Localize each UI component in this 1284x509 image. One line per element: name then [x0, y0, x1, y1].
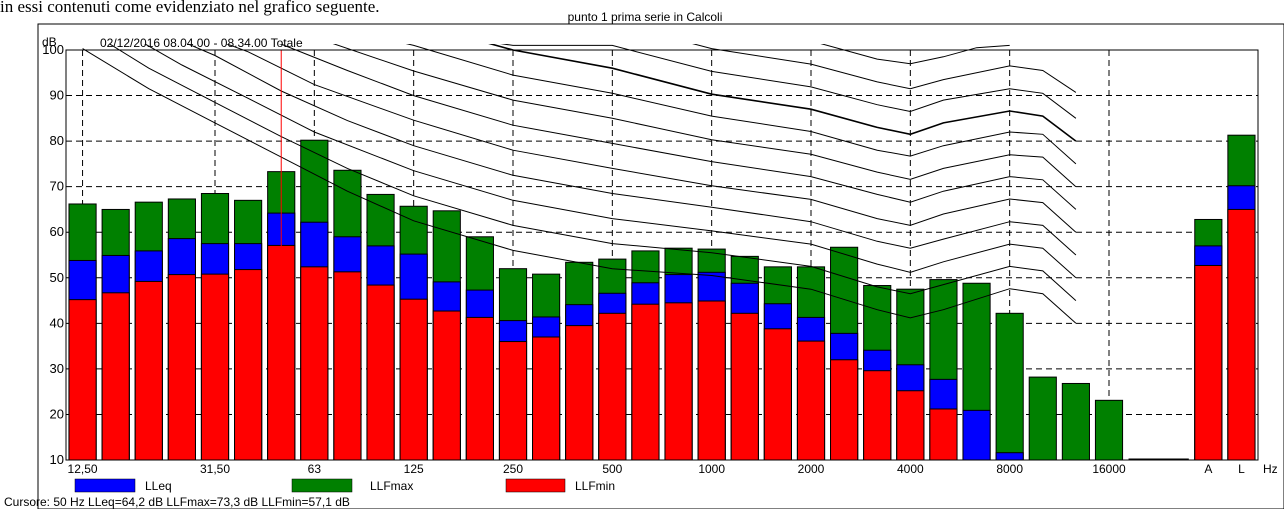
chart-subtitle: 02/12/2016 08.04.00 - 08.34.00 Totale [100, 36, 303, 50]
iso-curve-6 [332, 44, 1077, 188]
bar-llfmin-19 [697, 300, 726, 461]
bar-llfmin-1 [101, 292, 130, 461]
bar-llfmin-12 [465, 316, 494, 461]
bar-llfmin-35 [1227, 208, 1256, 461]
bar-llfmax-29 [1028, 376, 1057, 461]
bar-lleq-28 [995, 452, 1024, 461]
y-tick-label: 40 [50, 315, 64, 330]
x-tick-label: 12,50 [68, 462, 98, 476]
bar-llfmin-22 [796, 340, 826, 461]
iso-curve-1 [108, 44, 1077, 301]
bar-llfmin-16 [598, 312, 627, 461]
bar-llfmin-2 [134, 280, 163, 461]
bar-llfmin-13 [498, 341, 528, 461]
bar-llfmin-5 [234, 269, 263, 461]
legend-label-llfmax: LLFmax [370, 479, 413, 493]
bar-llfmin-9 [366, 284, 395, 461]
bar-llfmin-34 [1194, 264, 1223, 461]
bar-llfmin-3 [167, 274, 196, 461]
bar-llfmin-0 [68, 299, 97, 461]
y-tick-label: 30 [50, 361, 64, 376]
bar-llfmin-26 [929, 408, 958, 461]
x-tick-label: 8000 [996, 462, 1023, 476]
bar-llfmin-24 [863, 370, 892, 461]
x-tick-label: 31,50 [200, 462, 230, 476]
x-tick-label: 1000 [698, 462, 725, 476]
x-tick-label: 500 [602, 462, 622, 476]
x-tick-label: A [1204, 462, 1212, 476]
x-tick-labels: 12,50 31,50 63 125 250 500 1000 2000 4000 8000 160… [68, 462, 1246, 476]
legend-label-lleq: LLeq [145, 479, 172, 493]
x-tick-label: 250 [503, 462, 523, 476]
legend-swatch-lleq [74, 478, 136, 493]
bar-llfmin-20 [730, 312, 759, 461]
iso-curve-8 [488, 44, 1077, 142]
bar-llfmax-28 [995, 312, 1024, 461]
bar-llfmax-31 [1094, 399, 1124, 461]
iso-curve-4 [225, 44, 1077, 233]
iso-curve-0 [82, 48, 1077, 324]
bar-llfmin-18 [664, 302, 693, 461]
bar-llfmax-30 [1061, 382, 1090, 461]
x-tick-label: L [1238, 462, 1245, 476]
cursor-readout: Cursore: 50 Hz LLeq=64,2 dB LLFmax=73,3 … [4, 495, 350, 509]
x-tick-label: 4000 [897, 462, 924, 476]
iso-curves [82, 44, 1077, 324]
bar-llfmin-23 [830, 359, 859, 461]
bar-llfmin-14 [532, 336, 561, 461]
y-axis-label: dB [42, 35, 57, 49]
x-tick-label: 63 [308, 462, 322, 476]
x-tick-label: 2000 [798, 462, 825, 476]
iso-curve-3 [186, 44, 1077, 256]
y-tick-label: 80 [50, 133, 64, 148]
bar-llfmin-4 [200, 273, 230, 461]
bar-llfmin-8 [333, 271, 362, 461]
bar-lleq-27 [962, 409, 991, 461]
y-tick-label: 100 [42, 42, 64, 57]
legend-swatch-llfmin [505, 478, 566, 493]
iso-curve-9 [499, 44, 1077, 119]
iso-curve-5 [278, 44, 1077, 210]
y-tick-label: 70 [50, 179, 64, 194]
bar-llfmin-15 [565, 325, 594, 461]
plot-area-border [65, 49, 1259, 461]
bar-llfmin-21 [763, 328, 792, 461]
chart-title: punto 1 prima serie in Calcoli [568, 10, 723, 24]
y-tick-label: 10 [50, 452, 64, 467]
legend-label-llfmin: LLFmin [575, 479, 615, 493]
chart-frame [37, 23, 1284, 509]
iso-curve-2 [144, 44, 1077, 279]
y-tick-labels: 10 20 30 40 50 60 70 80 90 100 [42, 42, 64, 467]
bar-llfmin-10 [399, 298, 428, 461]
y-tick-label: 90 [50, 88, 64, 103]
iso-curve-7 [405, 44, 1077, 165]
x-tick-label: 125 [404, 462, 424, 476]
y-tick-label: 60 [50, 224, 64, 239]
bars [68, 134, 1256, 461]
bar-llfmin-11 [432, 310, 461, 461]
legend: LLeq LLFmax LLFmin [74, 478, 615, 493]
top-text: in essi contenuti come evidenziato nel g… [0, 0, 380, 16]
legend-swatch-llfmax [291, 478, 353, 493]
y-tick-label: 50 [50, 270, 64, 285]
iso-curve-10 [692, 44, 1077, 93]
x-axis-unit: Hz [1263, 462, 1278, 476]
x-tick-label: 16000 [1092, 462, 1126, 476]
y-tick-label: 20 [50, 406, 64, 421]
bar-llfmin-7 [300, 266, 329, 461]
bar-llfmin-25 [896, 390, 925, 461]
bar-llfmin-17 [631, 303, 660, 461]
